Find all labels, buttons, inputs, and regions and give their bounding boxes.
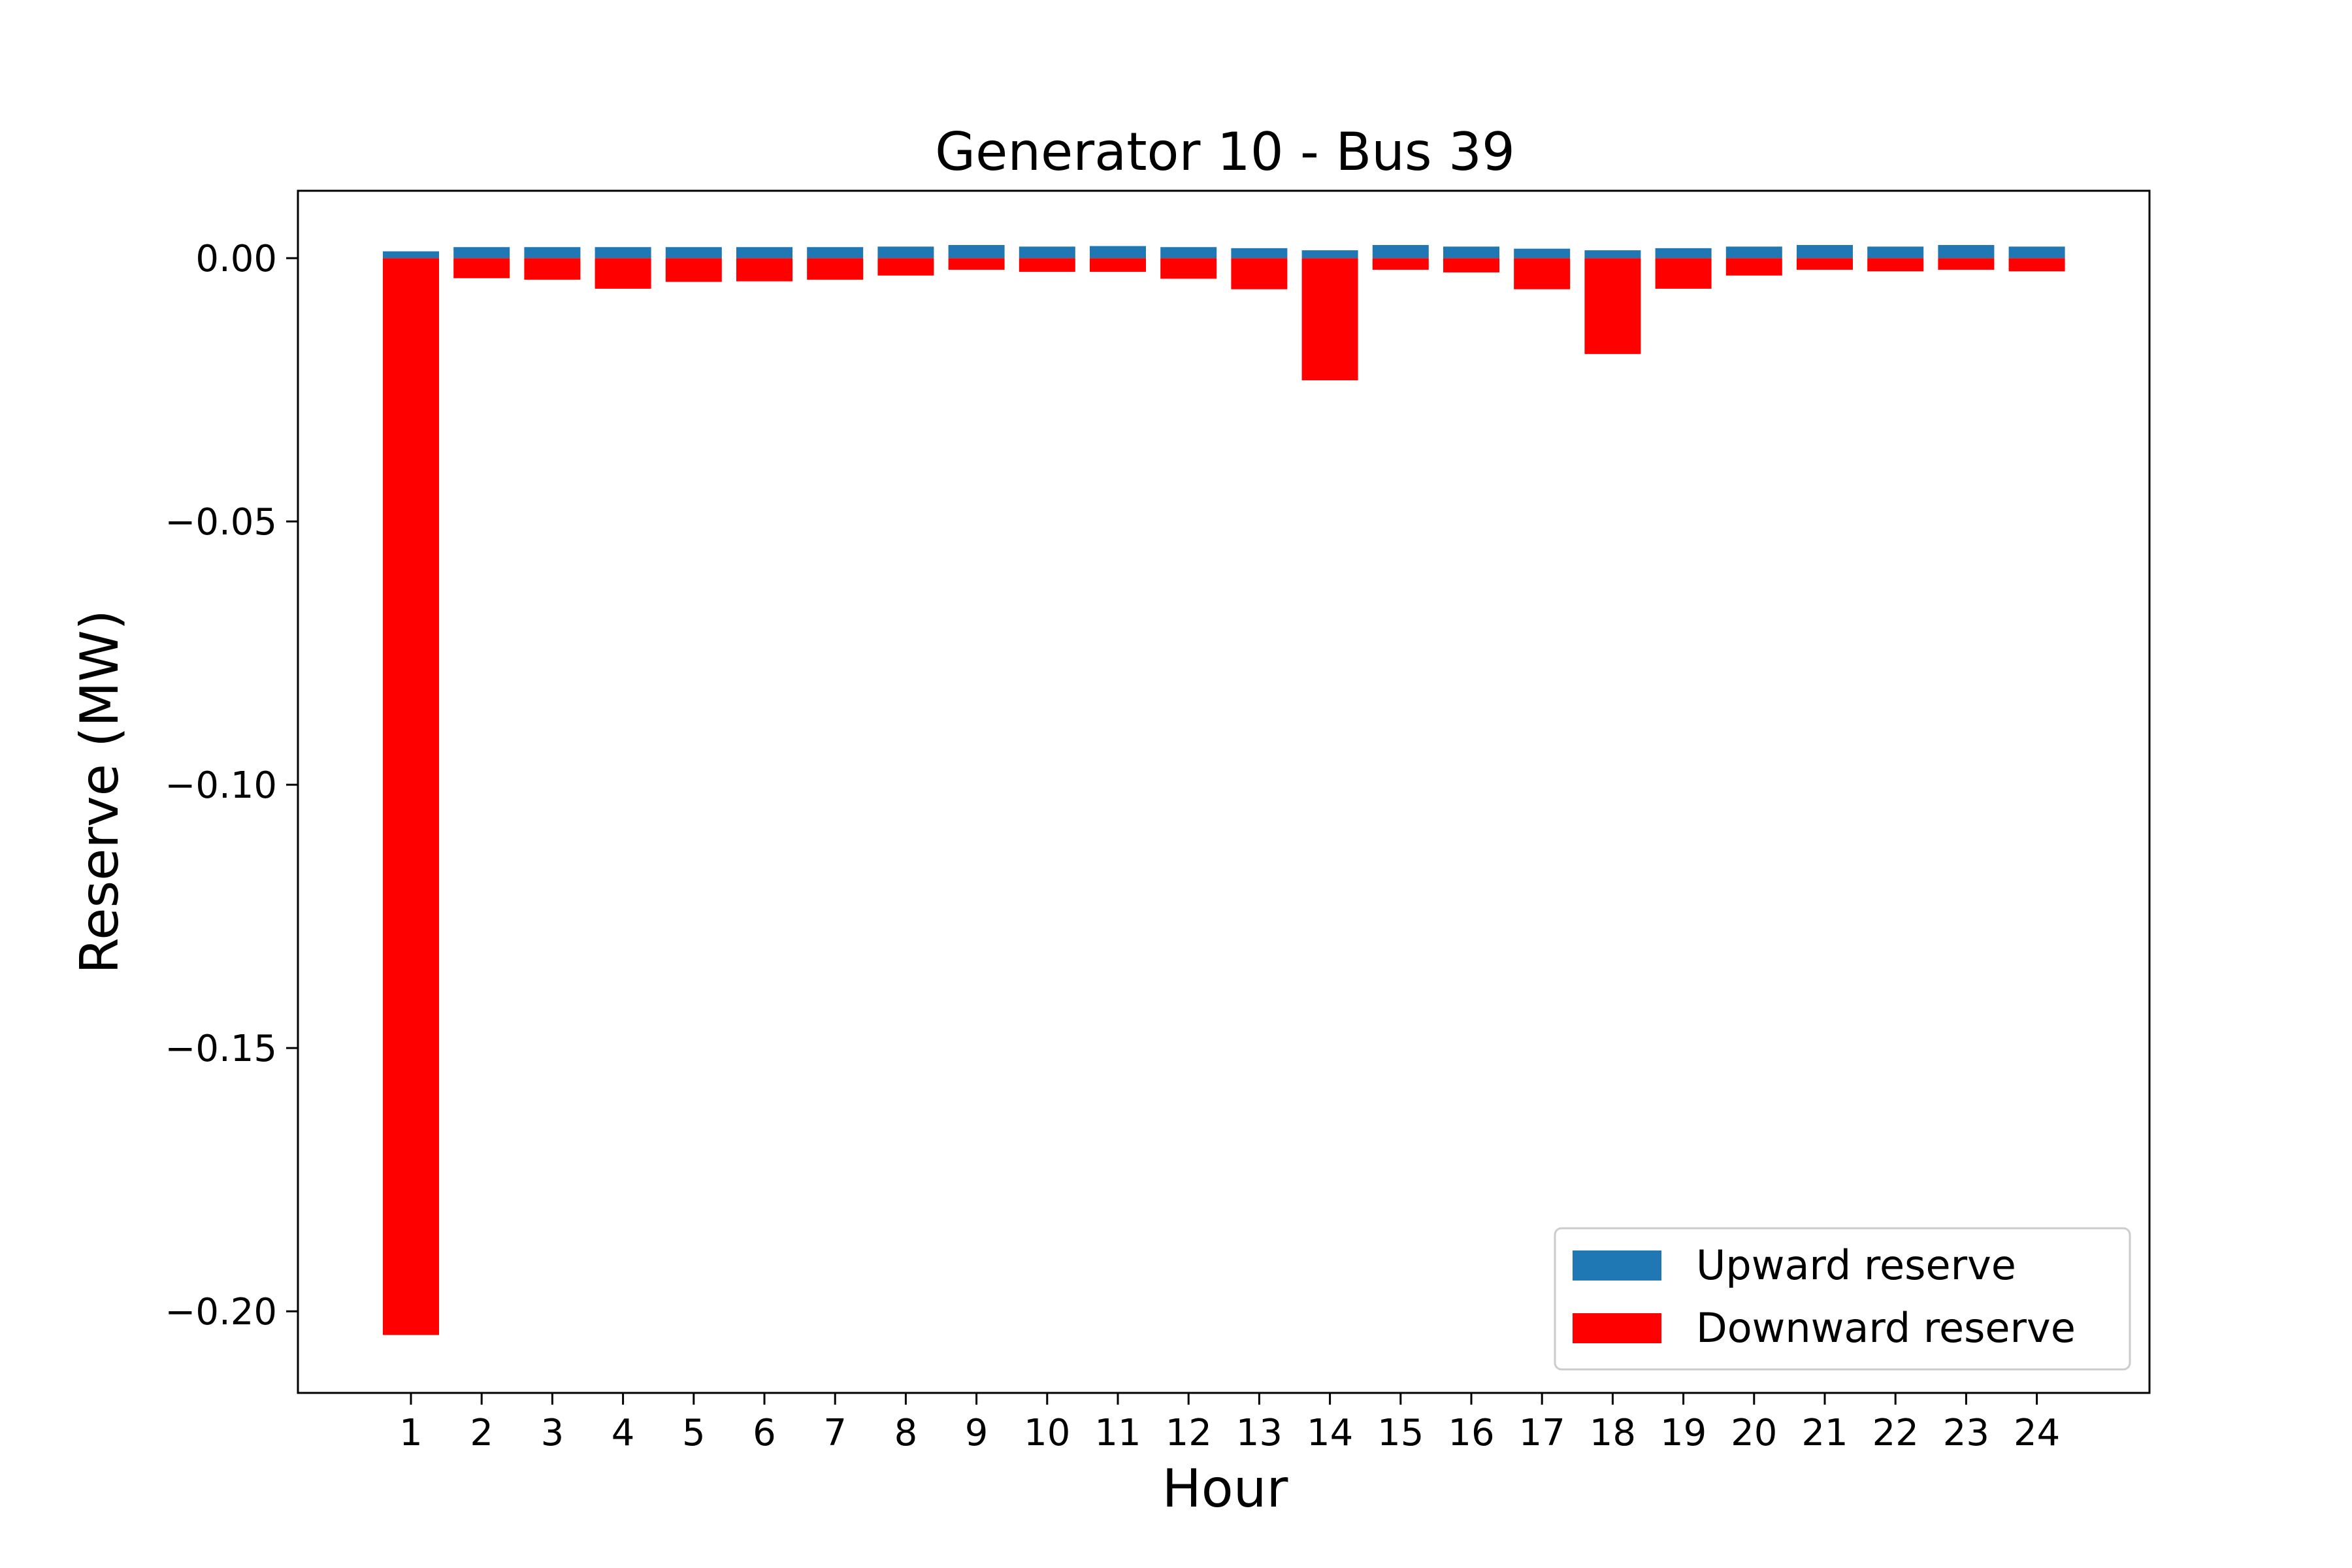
bar-downward-hour-9 — [948, 258, 1005, 270]
y-tick-label: −0.20 — [165, 1291, 277, 1333]
bar-downward-hour-12 — [1160, 258, 1217, 279]
x-tick-label: 7 — [823, 1412, 847, 1454]
bar-downward-hour-15 — [1372, 258, 1429, 270]
bar-upward-hour-17 — [1514, 248, 1571, 259]
bar-upward-hour-19 — [1655, 248, 1712, 259]
x-tick-label: 11 — [1094, 1412, 1141, 1454]
bar-downward-hour-14 — [1301, 258, 1358, 381]
bar-upward-hour-6 — [736, 247, 792, 259]
bar-downward-hour-18 — [1584, 258, 1641, 354]
x-axis-label: Hour — [1162, 1458, 1288, 1519]
bar-upward-hour-2 — [453, 247, 510, 259]
legend-box — [1554, 1227, 2131, 1371]
bar-upward-hour-22 — [1867, 246, 1924, 259]
x-tick-label: 3 — [541, 1412, 564, 1454]
bar-downward-hour-2 — [453, 258, 510, 278]
bar-downward-hour-20 — [1725, 258, 1782, 276]
bar-downward-hour-17 — [1514, 258, 1571, 289]
bar-upward-hour-8 — [877, 246, 934, 259]
bar-upward-hour-15 — [1372, 245, 1429, 259]
bar-upward-hour-20 — [1725, 246, 1782, 259]
x-tick-label: 1 — [399, 1412, 423, 1454]
bar-downward-hour-5 — [665, 258, 722, 282]
x-tick-label: 13 — [1236, 1412, 1282, 1454]
x-tick-label: 10 — [1024, 1412, 1070, 1454]
bar-upward-hour-9 — [948, 245, 1005, 259]
bar-upward-hour-23 — [1938, 245, 1995, 259]
y-tick-label: −0.10 — [165, 764, 277, 807]
bar-upward-hour-21 — [1797, 245, 1853, 259]
plot-frame — [297, 189, 2151, 1394]
bar-downward-hour-8 — [877, 258, 934, 276]
bar-upward-hour-24 — [2008, 246, 2065, 259]
bar-upward-hour-18 — [1584, 250, 1641, 259]
bar-upward-hour-13 — [1231, 248, 1288, 259]
bar-downward-hour-23 — [1938, 258, 1995, 270]
x-tick-label: 15 — [1377, 1412, 1424, 1454]
legend-swatch-upward — [1573, 1250, 1661, 1281]
bar-upward-hour-3 — [524, 247, 581, 259]
chart-title: Generator 10 - Bus 39 — [935, 122, 1515, 182]
legend-label-upward: Upward reserve — [1696, 1241, 2016, 1289]
x-tick-label: 19 — [1660, 1412, 1707, 1454]
x-tick-label: 14 — [1307, 1412, 1353, 1454]
x-tick-label: 2 — [470, 1412, 493, 1454]
bar-downward-hour-10 — [1019, 258, 1075, 272]
legend-swatch-downward — [1573, 1313, 1661, 1343]
bar-downward-hour-7 — [807, 258, 864, 280]
x-tick-label: 16 — [1448, 1412, 1494, 1454]
bar-downward-hour-19 — [1655, 258, 1712, 289]
x-axis: 1 2 3 4 5 6 7 8 9 10 11 12 13 14 15 16 17 18 19 20 21 22 23 24 — [399, 1393, 2060, 1454]
bar-upward-hour-7 — [807, 247, 864, 259]
y-axis-label: Reserve (MW) — [69, 610, 130, 974]
x-tick-label: 12 — [1166, 1412, 1212, 1454]
x-tick-label: 24 — [2014, 1412, 2060, 1454]
bar-downward-hour-11 — [1090, 258, 1146, 272]
x-tick-label: 18 — [1590, 1412, 1636, 1454]
y-tick-label: −0.05 — [165, 501, 277, 544]
bar-downward-hour-1 — [383, 258, 439, 1335]
bar-upward-hour-10 — [1019, 246, 1075, 259]
bar-downward-hour-22 — [1867, 258, 1924, 272]
bar-downward-hour-16 — [1443, 258, 1499, 272]
x-tick-label: 4 — [612, 1412, 635, 1454]
bar-downward-hour-3 — [524, 258, 581, 280]
bar-upward-hour-4 — [595, 247, 651, 259]
bar-upward-hour-16 — [1443, 246, 1499, 259]
bar-upward-hour-5 — [665, 247, 722, 259]
y-axis: 0.00 −0.05 −0.10 −0.15 −0.20 — [165, 238, 298, 1333]
bar-upward-hour-12 — [1160, 247, 1217, 259]
x-tick-label: 21 — [1801, 1412, 1848, 1454]
bar-downward-hour-4 — [595, 258, 651, 289]
y-tick-label: 0.00 — [195, 238, 277, 280]
x-tick-label: 9 — [965, 1412, 988, 1454]
x-tick-label: 8 — [894, 1412, 918, 1454]
legend: Upward reserve Downward reserve — [1554, 1227, 2131, 1371]
bar-upward-hour-1 — [383, 251, 439, 259]
x-tick-label: 5 — [682, 1412, 706, 1454]
x-tick-label: 23 — [1943, 1412, 1989, 1454]
x-tick-label: 17 — [1519, 1412, 1565, 1454]
bar-downward-hour-24 — [2008, 258, 2065, 272]
x-tick-label: 20 — [1731, 1412, 1777, 1454]
bars-layer — [383, 245, 2065, 1335]
bar-downward-hour-13 — [1231, 258, 1288, 289]
bar-upward-hour-11 — [1090, 246, 1146, 259]
y-tick-label: −0.15 — [165, 1028, 277, 1070]
bar-downward-hour-6 — [736, 258, 792, 282]
bar-upward-hour-14 — [1301, 250, 1358, 259]
bar-downward-hour-21 — [1797, 258, 1853, 270]
x-tick-label: 6 — [753, 1412, 776, 1454]
x-tick-label: 22 — [1872, 1412, 1919, 1454]
legend-label-downward: Downward reserve — [1696, 1304, 2076, 1352]
